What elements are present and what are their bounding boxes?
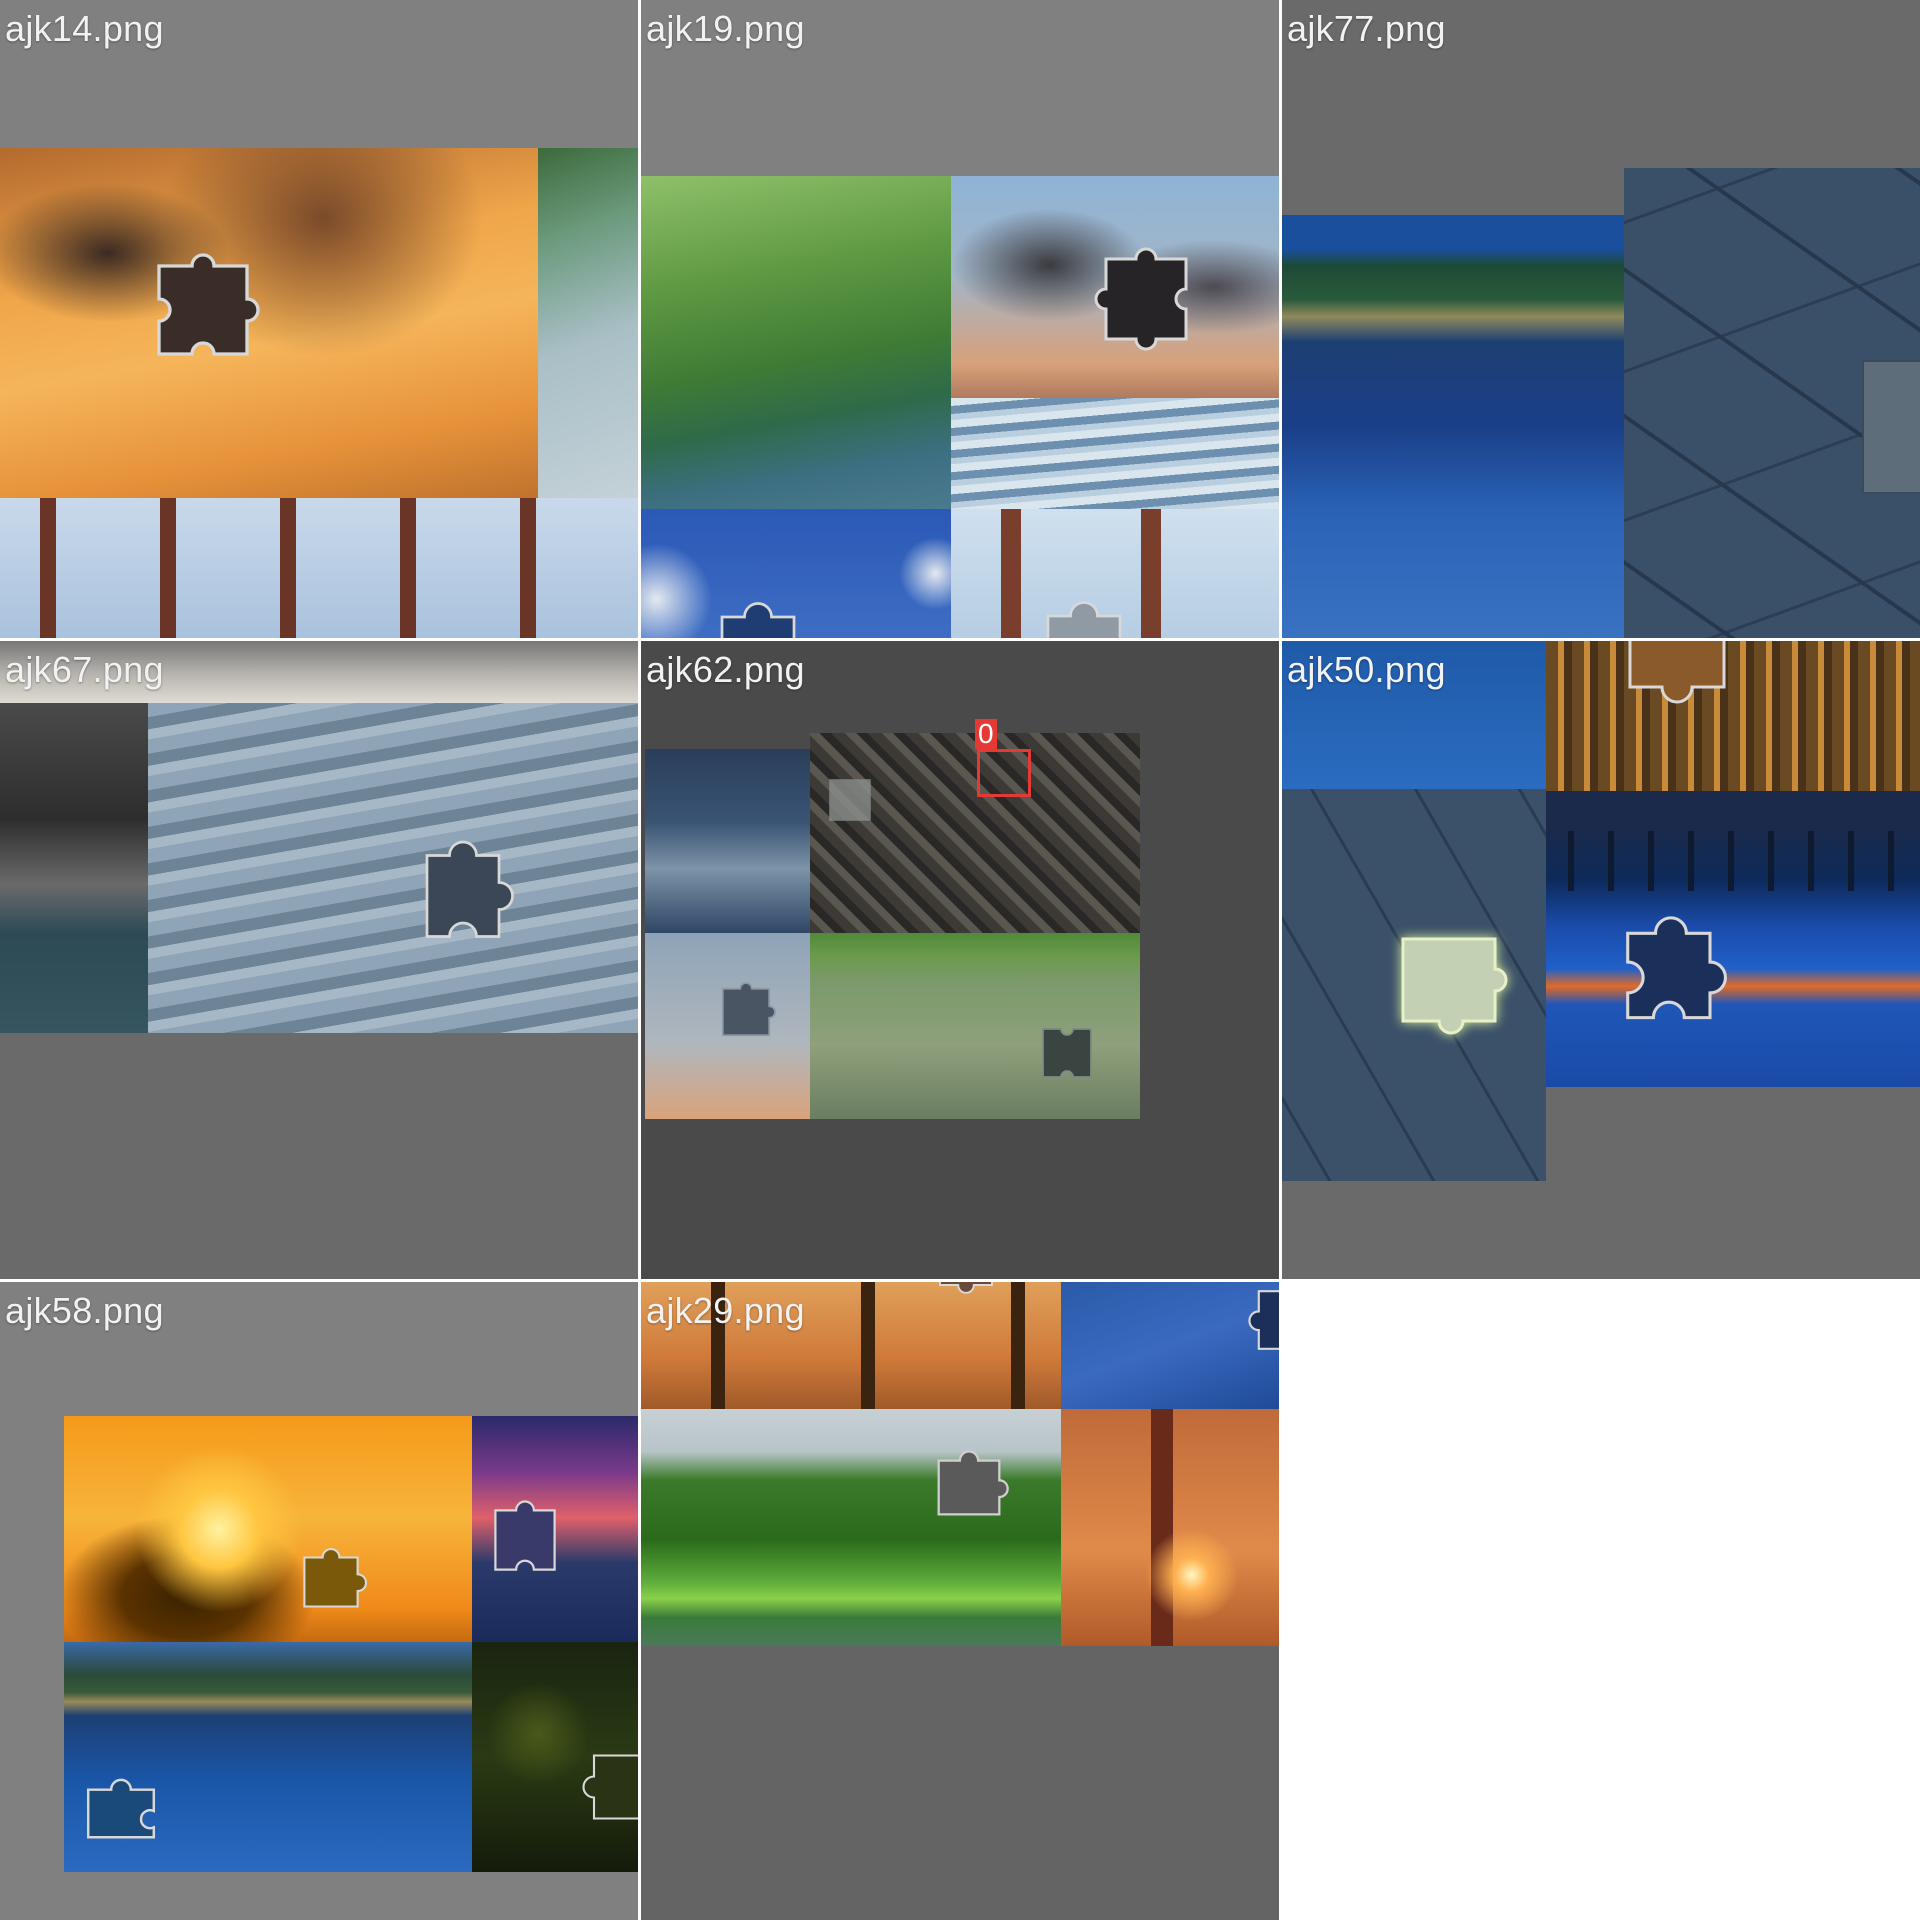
tile-blue-waves xyxy=(1061,1282,1279,1409)
filename-label: ajk58.png xyxy=(5,1290,164,1331)
puzzle-piece-floating[interactable] xyxy=(1395,931,1515,1043)
tile-gray-panel xyxy=(1862,360,1920,494)
filename-label: ajk29.png xyxy=(646,1290,805,1331)
puzzle-piece-hole xyxy=(931,1282,1001,1298)
tile-green-forest-lake xyxy=(641,1409,1061,1646)
tile-network-lines xyxy=(1624,168,1920,638)
tile-lake-reflection xyxy=(1282,215,1624,638)
tile-sunset-clouds xyxy=(0,148,538,498)
tile-waves xyxy=(951,398,1279,509)
gallery-cell[interactable]: ajk67.png xyxy=(0,641,638,1279)
tile-silky-water xyxy=(148,703,638,1033)
tile-rocky-shore xyxy=(0,703,148,1033)
puzzle-piece-hole xyxy=(580,1748,638,1826)
puzzle-piece-hole xyxy=(713,596,803,638)
gallery-cell[interactable]: ajk29.png xyxy=(641,1282,1279,1920)
tile-letterpress-type xyxy=(810,733,1140,933)
filename-label: ajk19.png xyxy=(646,8,805,49)
gallery-cell[interactable]: ajk19.png xyxy=(641,0,1279,638)
puzzle-piece-hole xyxy=(488,1500,562,1578)
tile-sun-through-trees xyxy=(1061,1409,1279,1646)
tile-dark-sea xyxy=(645,749,810,933)
tile-river-valley xyxy=(538,148,638,498)
puzzle-piece-hole xyxy=(418,840,514,951)
puzzle-piece-hole xyxy=(931,1450,1009,1522)
tile-golden-sunset-tree xyxy=(64,1416,472,1642)
tile-green-pond xyxy=(810,933,1140,1119)
tile-forest-sunrise xyxy=(641,1282,1061,1409)
tile-bridge xyxy=(0,641,638,703)
tile-forest-river xyxy=(641,176,951,509)
puzzle-piece-hole xyxy=(1039,595,1129,638)
gallery-cell[interactable]: ajk14.png xyxy=(0,0,638,638)
puzzle-piece-hole xyxy=(1037,1023,1097,1083)
puzzle-piece-hole xyxy=(1094,243,1196,355)
puzzle-piece-hole xyxy=(1241,1284,1279,1356)
tile-blue-water-top xyxy=(1282,641,1546,789)
annotation-label: 0 xyxy=(975,719,997,749)
annotation-box xyxy=(977,749,1031,797)
puzzle-piece-hole xyxy=(1612,916,1736,1031)
puzzle-piece-hole xyxy=(148,253,260,365)
puzzle-piece-hole xyxy=(717,982,776,1041)
puzzle-piece-hole xyxy=(821,774,879,826)
gallery-cell[interactable]: ajk58.png xyxy=(0,1282,638,1920)
gallery-cell[interactable]: ajk77.png xyxy=(1282,0,1920,638)
filename-label: ajk77.png xyxy=(1287,8,1446,49)
tile-bare-trees xyxy=(0,498,638,638)
gallery-cell[interactable]: ajk50.png xyxy=(1282,641,1920,1279)
puzzle-piece-hole xyxy=(296,1548,367,1614)
gallery-cell[interactable]: ajk62.png 0 xyxy=(641,641,1279,1279)
puzzle-piece-hole xyxy=(1622,641,1732,717)
filename-label: ajk50.png xyxy=(1287,649,1446,690)
puzzle-piece-hole xyxy=(80,1778,162,1844)
filename-label: ajk67.png xyxy=(5,649,164,690)
tile-pier-ocean xyxy=(1546,791,1920,1087)
tile-lit-buildings xyxy=(1546,641,1920,791)
tile-blue-sky xyxy=(641,509,951,638)
filename-label: ajk14.png xyxy=(5,8,164,49)
filename-label: ajk62.png xyxy=(646,649,805,690)
